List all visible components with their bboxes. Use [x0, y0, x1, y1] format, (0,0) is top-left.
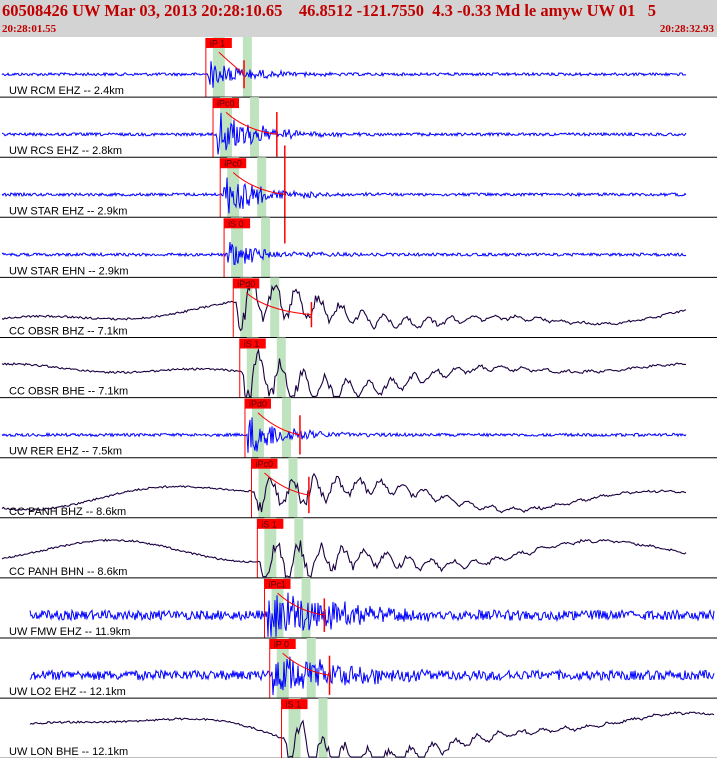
- station-label: CC PANH BHZ -- 8.6km: [9, 506, 126, 518]
- trace-panel[interactable]: iS 1 CC OBSR BHE -- 7.1km: [0, 337, 717, 399]
- trace-panel[interactable]: iPd0 UW RER EHZ -- 7.5km: [0, 397, 717, 459]
- event-header: 60508426 UW Mar 03, 2013 20:28:10.65 46.…: [0, 0, 717, 37]
- pick-label: iPc0: [255, 459, 273, 469]
- waveform: [1, 61, 687, 88]
- coda-curve: [257, 412, 301, 436]
- coda-curve: [232, 172, 285, 195]
- end-time-label: 20:28:32.93: [659, 23, 714, 35]
- pick-label: iPd0: [237, 279, 255, 289]
- pick-box[interactable]: [205, 38, 232, 48]
- pick-box[interactable]: [224, 218, 251, 229]
- station-label: UW RCS EHZ -- 2.8km: [9, 145, 122, 157]
- pick-window: [281, 397, 291, 458]
- waveform: [29, 711, 715, 758]
- pick-box[interactable]: [257, 518, 284, 529]
- pick-box[interactable]: [269, 639, 296, 649]
- pick-window: [294, 517, 304, 578]
- pick-label: iS 1: [286, 700, 302, 710]
- pick-window: [250, 97, 260, 158]
- pick-label: iPc0: [217, 99, 235, 109]
- waveform: [29, 592, 715, 637]
- station-label: UW STAR EHZ -- 2.9km: [9, 205, 127, 217]
- pick-window: [242, 37, 252, 98]
- pick-label: iS 0: [228, 219, 244, 229]
- station-label: UW STAR EHN -- 2.9km: [9, 265, 129, 277]
- station-label: UW LON BHE -- 12.1km: [9, 746, 128, 758]
- start-time-label: 20:28:01.55: [2, 23, 57, 35]
- trace-panel[interactable]: iP 0 UW LO2 EHZ -- 12.1km: [0, 638, 717, 699]
- coda-curve: [218, 51, 245, 75]
- coda-curve: [277, 592, 325, 616]
- pick-window: [264, 517, 277, 578]
- pick-window: [288, 457, 298, 518]
- pick-label: iPc0: [224, 159, 242, 169]
- trace-panel[interactable]: iPc1 UW FMW EHZ -- 11.9km: [0, 577, 717, 639]
- pick-box[interactable]: [264, 578, 291, 589]
- waveform: [1, 538, 687, 578]
- pick-box[interactable]: [239, 338, 266, 349]
- trace-panel[interactable]: iS 1 UW LON BHE -- 12.1km: [0, 698, 717, 758]
- pick-label: iPd0: [249, 399, 267, 409]
- pick-label: iS 1: [261, 519, 277, 529]
- pick-window: [251, 397, 264, 458]
- pick-label: iP 1: [210, 39, 225, 49]
- pick-window: [261, 217, 271, 278]
- coda-curve: [264, 472, 309, 496]
- pick-box[interactable]: [244, 398, 271, 409]
- seismogram-panel[interactable]: iP 1 UW RCM EHZ -- 2.4km iPc0 UW RCS EHZ --…: [0, 37, 717, 758]
- waveform: [1, 417, 687, 453]
- waveform: [1, 279, 687, 332]
- pick-window: [258, 457, 271, 518]
- station-label: CC OBSR BHE -- 7.1km: [9, 386, 128, 398]
- waveform: [1, 112, 687, 155]
- pick-window: [257, 157, 267, 218]
- waveform: [1, 177, 687, 214]
- pick-box[interactable]: [233, 278, 260, 289]
- station-label: UW RCM EHZ -- 2.4km: [9, 85, 124, 97]
- trace-panel[interactable]: iPc0 UW STAR EHZ -- 2.9km: [0, 145, 717, 244]
- pick-box[interactable]: [251, 458, 278, 469]
- pick-label: iPc1: [269, 579, 287, 589]
- pick-window: [318, 698, 328, 758]
- pick-window: [306, 638, 316, 699]
- event-title: 60508426 UW Mar 03, 2013 20:28:10.65 46.…: [2, 1, 657, 20]
- pick-label: iP 0: [274, 640, 289, 650]
- pick-window: [212, 37, 225, 98]
- waveform: [1, 347, 687, 398]
- pick-box[interactable]: [220, 158, 247, 169]
- trace-panel[interactable]: iPd0 CC OBSR BHZ -- 7.1km: [0, 277, 717, 338]
- trace-panel[interactable]: iPc0 CC PANH BHZ -- 8.6km: [0, 457, 717, 519]
- pick-window: [246, 337, 259, 398]
- station-label: UW RER EHZ -- 7.5km: [9, 446, 122, 458]
- coda-curve: [245, 292, 312, 316]
- pick-window: [288, 698, 301, 758]
- waveform: [29, 656, 715, 696]
- trace-panel[interactable]: iPc0 UW RCS EHZ -- 2.8km: [0, 97, 717, 158]
- coda-curve: [282, 652, 330, 676]
- station-label: CC PANH BHN -- 8.6km: [9, 566, 127, 578]
- station-label: UW LO2 EHZ -- 12.1km: [9, 686, 126, 698]
- trace-panel[interactable]: iS 1 CC PANH BHN -- 8.6km: [0, 517, 717, 579]
- waveform: [1, 472, 687, 514]
- station-label: UW FMW EHZ -- 11.9km: [9, 626, 130, 638]
- trace-panel[interactable]: iP 1 UW RCM EHZ -- 2.4km: [0, 37, 717, 98]
- coda-curve: [225, 111, 277, 135]
- waveform: [1, 242, 687, 266]
- station-label: CC OBSR BHZ -- 7.1km: [9, 326, 128, 338]
- trace-panel[interactable]: iS 0 UW STAR EHN -- 2.9km: [0, 217, 717, 278]
- pick-window: [301, 577, 311, 638]
- pick-label: iS 1: [244, 339, 260, 349]
- pick-box[interactable]: [213, 98, 240, 109]
- pick-box[interactable]: [281, 699, 308, 710]
